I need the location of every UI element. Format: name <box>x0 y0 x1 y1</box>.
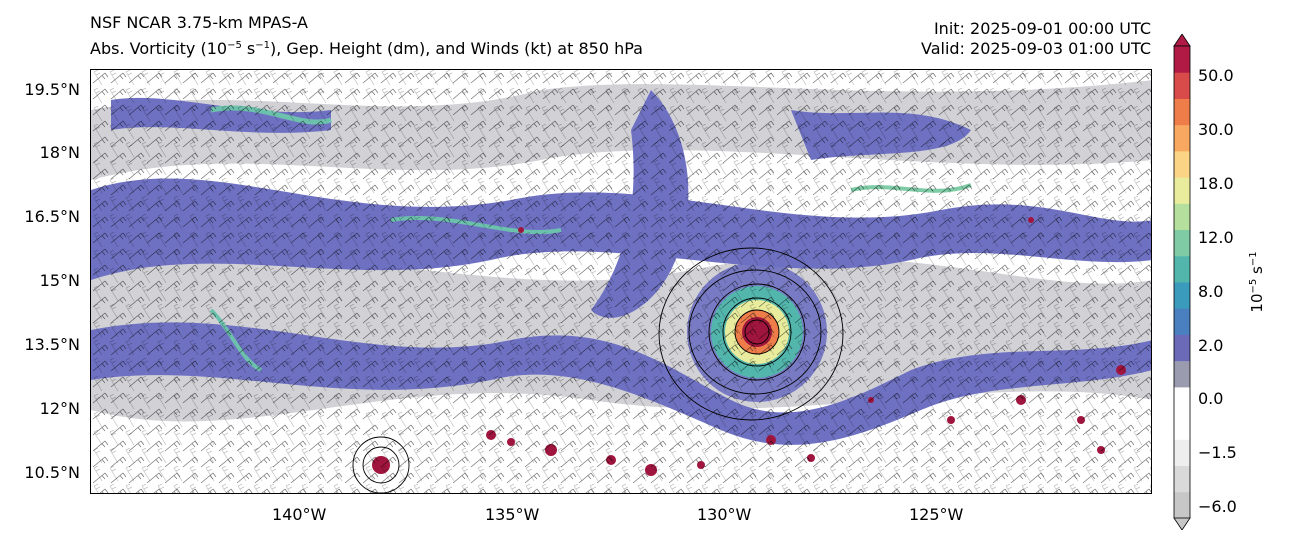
colorbar-tick-label: −1.5 <box>1198 443 1237 462</box>
colorbar-tick-label: 18.0 <box>1198 174 1234 193</box>
lat-label: 15°N <box>39 271 80 290</box>
lon-label: 130°W <box>697 505 752 524</box>
colorbar <box>1173 34 1191 530</box>
colorbar-swatch <box>1174 203 1190 231</box>
colorbar-swatch <box>1174 98 1190 126</box>
colorbar-tick-label: 8.0 <box>1198 282 1224 301</box>
map-canvas <box>91 70 1151 493</box>
colorbar-unit-label: 10−5 s−1 <box>1248 251 1266 313</box>
colorbar-extend-max <box>1173 34 1191 47</box>
lon-label: 125°W <box>909 505 964 524</box>
colorbar-swatch <box>1174 46 1190 73</box>
colorbar-tick-label: 2.0 <box>1198 336 1224 355</box>
colorbar-swatch <box>1174 308 1190 335</box>
colorbar-tick-label: 12.0 <box>1198 228 1234 247</box>
lat-label: 16.5°N <box>24 207 80 226</box>
lat-label: 13.5°N <box>24 335 80 354</box>
colorbar-swatch <box>1174 177 1190 204</box>
colorbar-tick-label: 0.0 <box>1198 389 1224 408</box>
lon-label: 135°W <box>485 505 540 524</box>
colorbar-swatch <box>1174 360 1190 388</box>
lat-label: 10.5°N <box>24 463 80 482</box>
colorbar-tick-label: −6.0 <box>1198 497 1237 516</box>
colorbar-swatch <box>1174 491 1190 519</box>
vorticity-map <box>90 69 1152 494</box>
valid-time: Valid: 2025-09-03 01:00 UTC <box>920 39 1151 58</box>
init-time: Init: 2025-09-01 00:00 UTC <box>933 19 1151 38</box>
model-title: NSF NCAR 3.75-km MPAS-A <box>90 13 308 32</box>
colorbar-tick-label: 30.0 <box>1198 120 1234 139</box>
colorbar-swatch <box>1174 124 1190 152</box>
colorbar-swatch <box>1174 334 1190 362</box>
colorbar-tick-label: 50.0 <box>1198 66 1234 85</box>
colorbar-swatch <box>1174 255 1190 283</box>
lat-label: 12°N <box>39 399 80 418</box>
colorbar-swatch <box>1174 72 1190 99</box>
lon-label: 140°W <box>272 505 327 524</box>
colorbar-swatch <box>1174 439 1190 467</box>
colorbar-swatch <box>1174 465 1190 493</box>
colorbar-swatch <box>1174 229 1190 257</box>
lat-label: 19.5°N <box>24 80 80 99</box>
colorbar-frame <box>1173 45 1191 519</box>
field-title: Abs. Vorticity (10−5 s−1), Gep. Height (… <box>90 39 643 58</box>
colorbar-swatch <box>1174 386 1190 414</box>
colorbar-swatch <box>1174 413 1190 440</box>
colorbar-extend-min <box>1173 517 1191 530</box>
colorbar-swatch <box>1174 282 1190 309</box>
colorbar-swatch <box>1174 150 1190 178</box>
lat-label: 18°N <box>39 143 80 162</box>
